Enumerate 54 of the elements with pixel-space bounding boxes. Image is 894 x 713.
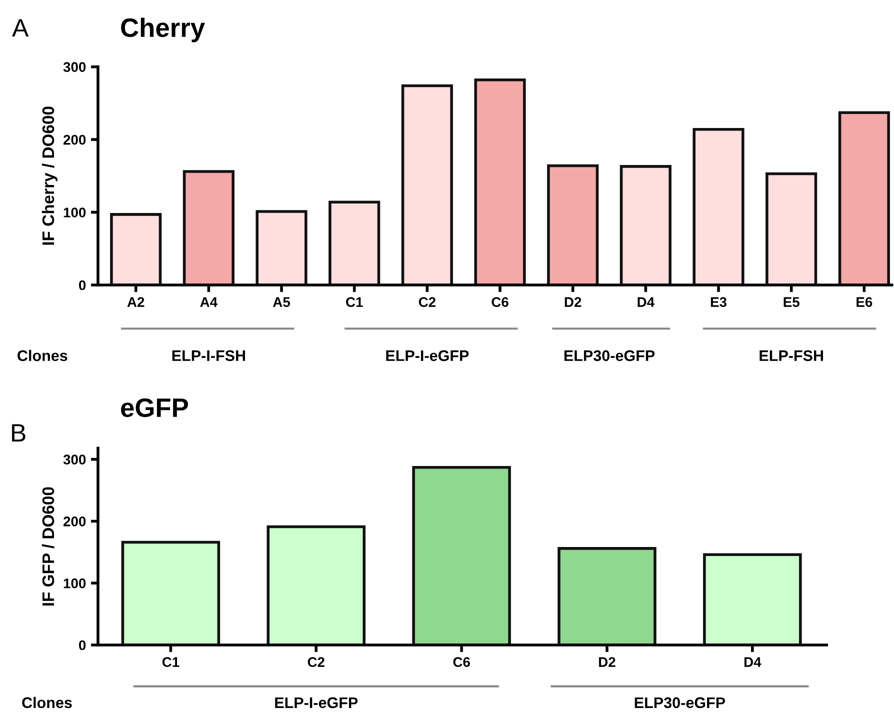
bar [256, 210, 308, 285]
y-tick-label: 300 [63, 454, 86, 465]
text: B [12, 424, 26, 442]
y-tick-label: 200 [63, 516, 86, 526]
x-tick-label: C1 [346, 297, 363, 307]
x-tick-label: C1 [162, 657, 180, 667]
bar [547, 164, 599, 285]
y-tick-label: 100 [64, 578, 86, 588]
y-tick-label: 200 [63, 134, 86, 145]
x-tick-label: E3 [710, 297, 727, 308]
y-tick-label: 0 [79, 280, 86, 290]
bar [182, 170, 234, 285]
x-tick-label: A5 [272, 297, 290, 307]
text: A [12, 19, 29, 36]
bar [766, 172, 818, 285]
x-tick-label: C2 [418, 297, 436, 307]
bar [620, 165, 672, 285]
x-tick-label: D4 [744, 657, 762, 667]
text: Clones [18, 350, 68, 362]
bar [474, 78, 526, 285]
x-tick-label: D2 [564, 297, 582, 307]
bar [328, 200, 380, 285]
x-tick-label: D2 [599, 657, 616, 667]
bar [838, 111, 890, 285]
x-tick-label: E5 [784, 297, 800, 307]
text: Clones [22, 696, 72, 708]
bar [266, 525, 366, 645]
text: ELP30-eGFP [564, 350, 655, 362]
text: ELP-FSH [760, 350, 823, 362]
y-tick-label: 0 [79, 640, 86, 650]
x-tick-label: D4 [638, 297, 654, 307]
x-tick-label: C6 [492, 297, 508, 307]
text: ELP-I-eGFP [386, 350, 469, 362]
chart-title: eGFP [121, 398, 188, 418]
y-axis-title: IF GFP / DO600 [42, 487, 54, 606]
chart-title: Cherry [121, 18, 205, 42]
y-tick-label: 300 [63, 62, 86, 72]
bar [412, 466, 511, 645]
bar [703, 553, 802, 645]
y-axis-title: IF Cherry / DO600 [42, 106, 58, 245]
x-tick-label: C6 [453, 657, 470, 667]
y-tick-label: 100 [64, 208, 86, 218]
bar [110, 213, 162, 285]
bar [692, 128, 744, 285]
x-tick-label: C2 [308, 657, 324, 667]
bar [558, 547, 656, 645]
text: ELP30-eGFP [634, 697, 726, 708]
x-tick-label: E6 [856, 297, 872, 307]
x-tick-label: A2 [127, 297, 144, 307]
x-tick-label: A4 [200, 297, 218, 307]
bar [121, 540, 220, 645]
text: ELP-I-FSH [172, 350, 246, 362]
bar [401, 84, 453, 285]
text: ELP-I-eGFP [275, 697, 358, 708]
